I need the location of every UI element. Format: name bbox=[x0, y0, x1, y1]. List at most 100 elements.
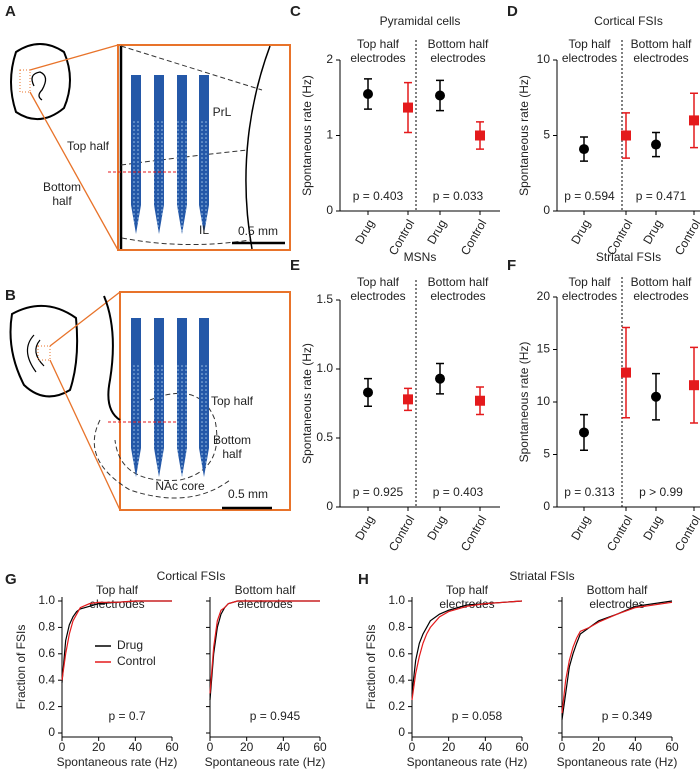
y-tick-label: 1.0 bbox=[316, 361, 333, 375]
x-axis-label: Spontaneous rate (Hz) bbox=[205, 755, 326, 769]
x-axis-label: Spontaneous rate (Hz) bbox=[407, 755, 528, 769]
y-tick-label: 5 bbox=[543, 447, 550, 461]
diagram-label: NAc core bbox=[155, 479, 205, 493]
point bbox=[475, 395, 485, 406]
y-tick-label: 0.2 bbox=[38, 699, 55, 713]
point bbox=[651, 139, 661, 150]
y-tick-label: 0 bbox=[326, 499, 333, 513]
p-value: p = 0.058 bbox=[452, 709, 503, 723]
y-tick-label: 0 bbox=[398, 725, 405, 739]
panel-letter: G bbox=[5, 571, 17, 588]
group-label: Top half electrodes bbox=[350, 275, 405, 303]
point bbox=[475, 130, 485, 141]
panel-letter: B bbox=[5, 287, 16, 304]
x-tick-label: 20 bbox=[592, 740, 606, 754]
diagram-label: Top half bbox=[211, 394, 254, 408]
p-value: p = 0.594 bbox=[564, 189, 615, 203]
y-axis-label: Spontaneous rate (Hz) bbox=[300, 75, 314, 196]
point bbox=[689, 115, 699, 126]
y-axis-label: Spontaneous rate (Hz) bbox=[300, 343, 314, 464]
point bbox=[651, 391, 661, 402]
x-tick-label: Drug bbox=[640, 217, 665, 247]
point bbox=[621, 367, 631, 378]
x-tick-label: Control bbox=[672, 513, 700, 554]
x-tick-label: 60 bbox=[313, 740, 327, 754]
point bbox=[435, 90, 445, 101]
y-tick-label: 15 bbox=[537, 342, 551, 356]
legend-label: Drug bbox=[117, 638, 143, 652]
y-tick-label: 0 bbox=[543, 499, 550, 513]
panel-letter: F bbox=[507, 257, 516, 274]
x-tick-label: Drug bbox=[424, 217, 449, 247]
x-tick-label: Drug bbox=[568, 513, 593, 543]
p-value: p = 0.033 bbox=[433, 189, 484, 203]
y-tick-label: 0.6 bbox=[388, 646, 405, 660]
diagram-a bbox=[10, 43, 291, 251]
y-axis-label: Fraction of FSIs bbox=[14, 625, 28, 710]
chart-title: Cortical FSIs bbox=[157, 569, 226, 583]
x-tick-label: 0 bbox=[59, 740, 66, 754]
subpanel-title: Bottom half electrodes bbox=[235, 583, 296, 611]
point bbox=[363, 88, 373, 99]
chart-title: MSNs bbox=[404, 250, 437, 264]
y-tick-label: 0.4 bbox=[388, 672, 405, 686]
scale-bar-label: 0.5 mm bbox=[238, 224, 278, 238]
y-axis-label: Fraction of FSIs bbox=[364, 625, 378, 710]
point bbox=[689, 380, 699, 391]
group-label: Bottom half electrodes bbox=[631, 275, 692, 303]
x-axis-label: Spontaneous rate (Hz) bbox=[57, 755, 178, 769]
p-value: p = 0.313 bbox=[564, 485, 615, 499]
x-tick-label: 60 bbox=[165, 740, 179, 754]
subpanel-title: Top half electrodes bbox=[439, 583, 494, 611]
y-tick-label: 0.8 bbox=[38, 620, 55, 634]
point bbox=[403, 394, 413, 405]
y-tick-label: 0.2 bbox=[388, 699, 405, 713]
diagram-label: IL bbox=[199, 223, 209, 237]
x-tick-label: 60 bbox=[515, 740, 529, 754]
diagram-label: Bottom half bbox=[213, 433, 251, 461]
x-tick-label: Control bbox=[672, 217, 700, 258]
point bbox=[403, 102, 413, 113]
panel-letter: C bbox=[290, 3, 301, 20]
x-tick-label: Drug bbox=[424, 513, 449, 543]
x-tick-label: 40 bbox=[629, 740, 643, 754]
y-tick-label: 2 bbox=[326, 52, 333, 66]
group-label: Bottom half electrodes bbox=[428, 37, 489, 65]
p-value: p = 0.349 bbox=[602, 709, 653, 723]
y-tick-label: 10 bbox=[537, 52, 551, 66]
panel-letter: E bbox=[290, 257, 300, 274]
x-tick-label: Control bbox=[604, 513, 635, 554]
group-label: Bottom half electrodes bbox=[631, 37, 692, 65]
x-tick-label: Drug bbox=[352, 513, 377, 543]
y-tick-label: 0.6 bbox=[38, 646, 55, 660]
y-tick-label: 5 bbox=[543, 128, 550, 142]
p-value: p = 0.925 bbox=[353, 485, 404, 499]
x-tick-label: 40 bbox=[277, 740, 291, 754]
p-value: p > 0.99 bbox=[639, 485, 683, 499]
chart-title: Striatal FSIs bbox=[596, 250, 661, 264]
x-tick-label: 60 bbox=[665, 740, 679, 754]
group-label: Top half electrodes bbox=[562, 37, 617, 65]
point bbox=[621, 130, 631, 141]
panel-letter: H bbox=[358, 571, 369, 588]
y-tick-label: 0 bbox=[543, 203, 550, 217]
point bbox=[363, 387, 373, 398]
y-tick-label: 0 bbox=[326, 203, 333, 217]
x-tick-label: 0 bbox=[559, 740, 566, 754]
diagram-label: Top half bbox=[67, 139, 110, 153]
legend-label: Control bbox=[117, 654, 156, 668]
panel-letter: A bbox=[5, 3, 16, 20]
point bbox=[579, 427, 589, 438]
y-tick-label: 0 bbox=[48, 725, 55, 739]
x-tick-label: Control bbox=[386, 513, 417, 554]
diagram-label: Bottom half bbox=[43, 180, 81, 208]
x-tick-label: Control bbox=[458, 513, 489, 554]
chart-title: Cortical FSIs bbox=[594, 14, 663, 28]
point bbox=[579, 144, 589, 155]
group-label: Top half electrodes bbox=[562, 275, 617, 303]
cdf-line bbox=[209, 600, 320, 694]
cdf-line bbox=[411, 600, 523, 701]
y-tick-label: 1.5 bbox=[316, 292, 333, 306]
y-tick-label: 0.8 bbox=[388, 620, 405, 634]
